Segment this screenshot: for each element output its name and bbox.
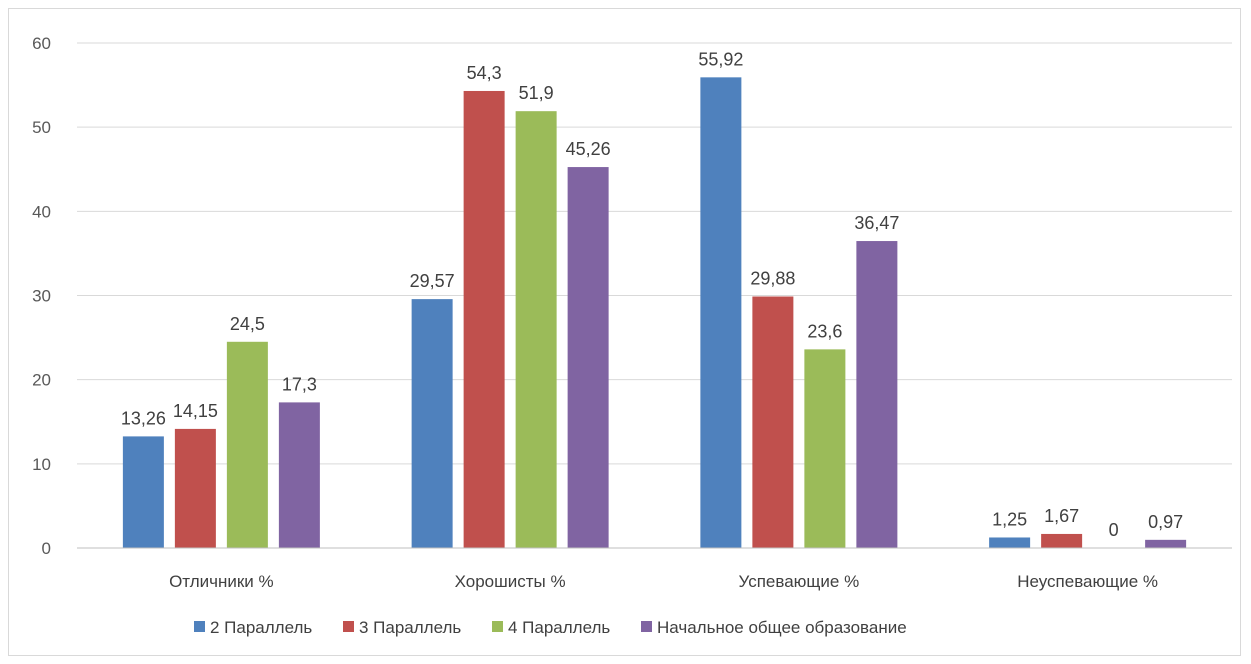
data-label: 1,25	[992, 509, 1027, 529]
data-label: 55,92	[698, 49, 743, 69]
y-tick-label: 60	[32, 34, 51, 53]
data-label: 29,57	[410, 271, 455, 291]
bar	[515, 111, 557, 549]
data-label: 17,3	[282, 374, 317, 394]
data-label: 36,47	[854, 213, 899, 233]
bar	[989, 537, 1031, 548]
y-tick-label: 0	[42, 539, 51, 558]
bar	[463, 90, 505, 548]
data-label: 23,6	[807, 321, 842, 341]
bar	[700, 77, 742, 548]
legend-label: 3 Параллель	[359, 618, 461, 637]
data-label: 1,67	[1044, 506, 1079, 526]
data-label: 29,88	[750, 269, 795, 289]
data-label: 0,97	[1148, 512, 1183, 532]
legend-label: 4 Параллель	[508, 618, 610, 637]
x-category-label: Успевающие %	[739, 572, 860, 591]
y-tick-label: 30	[32, 287, 51, 306]
legend-swatch	[641, 621, 652, 632]
y-tick-label: 50	[32, 118, 51, 137]
data-label: 0	[1109, 520, 1119, 540]
y-tick-label: 20	[32, 371, 51, 390]
data-label: 54,3	[467, 63, 502, 83]
legend-swatch	[343, 621, 354, 632]
bar	[174, 428, 216, 548]
data-label: 14,15	[173, 401, 218, 421]
bar	[278, 402, 320, 548]
x-category-label: Хорошисты %	[455, 572, 566, 591]
x-category-label: Отличники %	[169, 572, 274, 591]
y-tick-label: 40	[32, 202, 51, 221]
bar	[122, 436, 164, 548]
bar	[804, 349, 846, 548]
x-category-label: Неуспевающие %	[1017, 572, 1158, 591]
bar	[752, 296, 794, 548]
bar	[226, 341, 268, 548]
bar	[856, 241, 898, 548]
bar	[567, 167, 609, 549]
data-label: 45,26	[566, 139, 611, 159]
data-label: 13,26	[121, 408, 166, 428]
bar	[1145, 539, 1187, 548]
legend-label: Начальное общее образование	[657, 618, 907, 637]
data-label: 24,5	[230, 314, 265, 334]
bar	[411, 299, 453, 548]
data-label: 51,9	[519, 83, 554, 103]
y-tick-label: 10	[32, 455, 51, 474]
legend-swatch	[194, 621, 205, 632]
legend-label: 2 Параллель	[210, 618, 312, 637]
bar	[1041, 533, 1083, 548]
legend-swatch	[492, 621, 503, 632]
